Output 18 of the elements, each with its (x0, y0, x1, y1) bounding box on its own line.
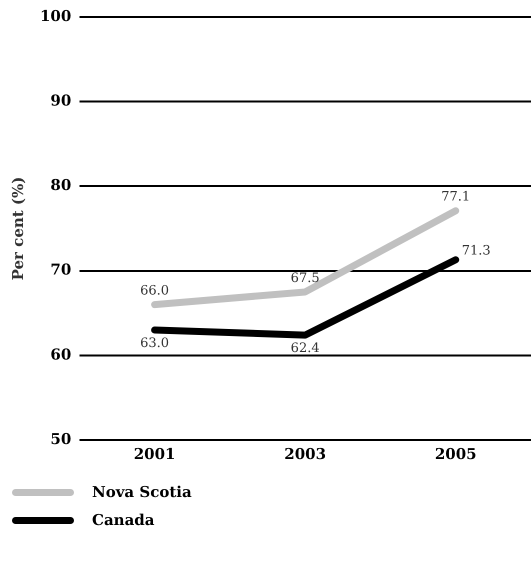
data-label: 63.0 (140, 336, 170, 351)
y-tick-label: 70 (50, 260, 72, 279)
data-label: 66.0 (140, 284, 170, 299)
y-axis-title: Per cent (%) (8, 176, 27, 280)
y-tick-label: 100 (40, 6, 72, 25)
x-tick-label: 2001 (134, 444, 176, 463)
y-tick-label: 60 (50, 345, 72, 364)
y-tick-label: 50 (50, 430, 72, 448)
x-tick-label: 2005 (434, 444, 477, 463)
y-tick-label: 80 (50, 176, 72, 194)
legend-label: Canada (92, 511, 154, 529)
legend-label: Nova Scotia (92, 483, 192, 501)
data-label: 67.5 (290, 270, 320, 286)
x-tick-label: 2003 (284, 444, 326, 463)
data-label: 77.1 (441, 190, 470, 205)
y-tick-label: 90 (50, 91, 72, 110)
data-label: 62.4 (290, 340, 320, 356)
data-label: 71.3 (462, 244, 491, 259)
